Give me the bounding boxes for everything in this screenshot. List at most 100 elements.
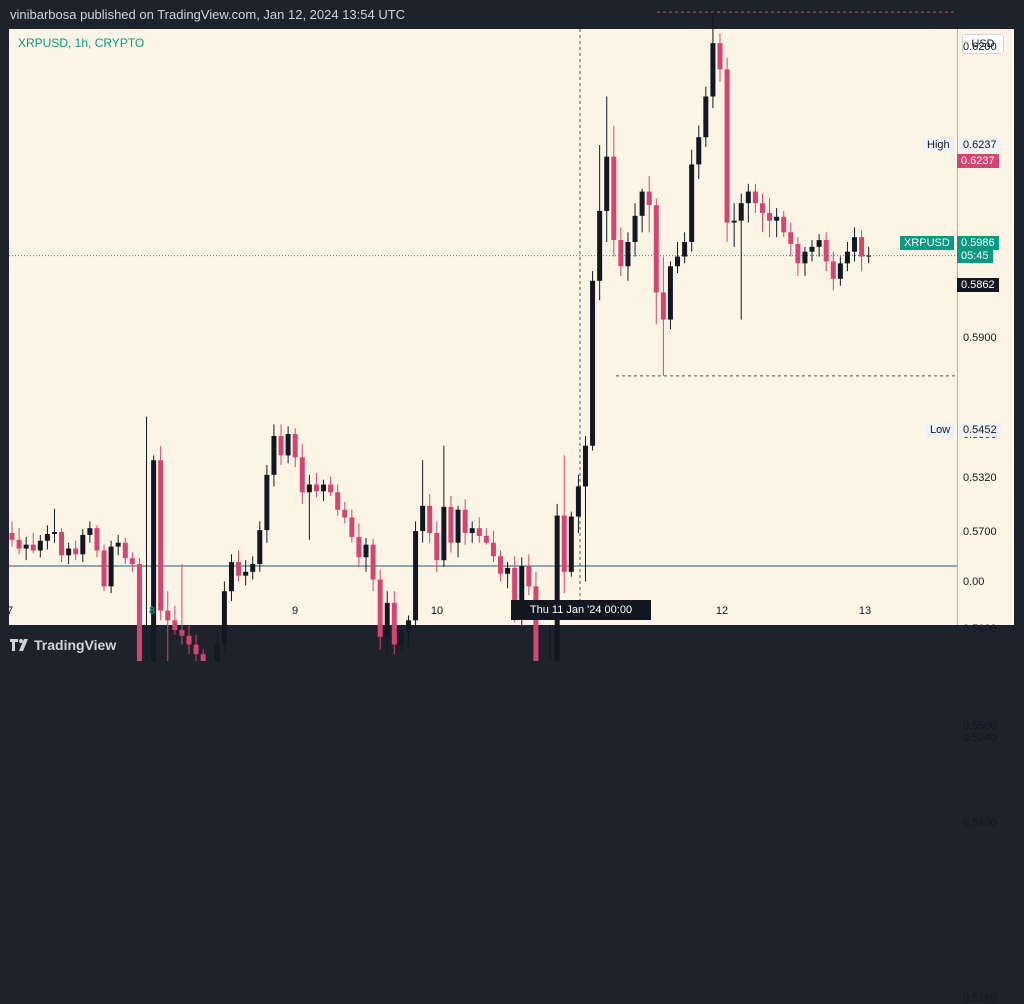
candle-body [370, 544, 376, 580]
candle-body [9, 533, 15, 540]
candle-body [788, 232, 794, 244]
candle-body [221, 591, 227, 645]
candle-body [724, 69, 730, 223]
candle-body [462, 509, 468, 533]
candle-body [476, 528, 482, 536]
candle-body [490, 542, 496, 557]
price-axis[interactable] [957, 29, 1014, 625]
candle-body [193, 644, 199, 655]
candle-body [23, 544, 29, 549]
price-tick-label: 0.6200 [963, 41, 997, 53]
candle-body [752, 191, 758, 204]
candle-body [16, 539, 22, 549]
candle-body [774, 216, 780, 221]
candle-body [483, 535, 489, 543]
candle-body [108, 546, 114, 587]
candle-body [30, 544, 36, 551]
candle-body [51, 532, 57, 534]
candle-body [427, 505, 433, 533]
candlestick-chart[interactable] [0, 0, 1024, 661]
chart-pane[interactable] [9, 29, 957, 625]
candle-body [568, 516, 574, 572]
price-tick-label: 0.5320 [963, 472, 997, 484]
currency-button[interactable]: USD [962, 34, 1004, 54]
candle-body [420, 505, 426, 532]
candle-body [689, 164, 695, 242]
candle-body [526, 565, 532, 587]
candle-body [172, 620, 178, 630]
candle-body [738, 203, 744, 221]
candle-body [759, 203, 765, 213]
candle-body [767, 212, 773, 221]
candle-body [37, 540, 43, 551]
time-tick-label: 12 [715, 605, 729, 617]
current-price-tag: 0.5986 [957, 236, 999, 250]
candle-body [165, 610, 171, 621]
time-tick-label: 13 [858, 605, 872, 617]
candle-body [264, 474, 270, 531]
candle-body [781, 216, 787, 233]
candle-body [866, 255, 872, 257]
candle-body [469, 528, 475, 533]
price-tick-label: 0.5160 [963, 992, 997, 1004]
candle-body [292, 434, 298, 458]
candle-body [597, 210, 603, 281]
candle-body [703, 96, 709, 138]
candle-body [625, 242, 631, 267]
countdown-tag: 05:45 [957, 249, 993, 263]
publish-bar: vinibarbosa published on TradingView.com… [0, 0, 1024, 30]
candle-body [639, 191, 645, 216]
candle-body [228, 562, 234, 592]
candle-body [136, 564, 142, 661]
price-tick-label: 0.5700 [963, 526, 997, 538]
candle-body [611, 156, 617, 241]
candle-body [321, 484, 327, 492]
high-label: High [923, 138, 954, 152]
candle-body [809, 246, 815, 252]
time-tick-label: 9 [291, 605, 299, 617]
candle-body [434, 533, 440, 561]
candle-body [710, 43, 716, 97]
candle-body [363, 544, 369, 558]
candle-body [590, 280, 596, 446]
candle-body [455, 509, 461, 543]
candle-body [554, 515, 560, 661]
candle-body [837, 263, 843, 279]
low-label: Low [926, 423, 955, 437]
candle-body [384, 602, 390, 637]
candle-body [94, 528, 100, 551]
candle-body [122, 542, 128, 559]
candle-body [519, 565, 525, 611]
candle-body [377, 579, 383, 637]
candle-body [675, 256, 681, 267]
candle-body [214, 644, 220, 661]
current-symbol-tag: XRPUSD [900, 236, 954, 250]
candle-body [306, 484, 312, 493]
price-tick-label: 0.5600 [963, 623, 997, 635]
candle-body [604, 156, 610, 211]
candle-body [582, 445, 588, 487]
candle-body [512, 567, 518, 611]
candle-body [278, 436, 284, 456]
tradingview-footer[interactable]: TradingView [10, 637, 116, 653]
candle-body [731, 220, 737, 223]
candle-body [717, 43, 723, 70]
candle-body [398, 631, 404, 645]
time-tick-label: 7 [6, 605, 14, 617]
crosshair-price-tag: 0.5862 [957, 278, 999, 292]
candle-body [257, 530, 263, 565]
candle-body [87, 528, 93, 535]
candle-body [59, 532, 65, 556]
candle-body [802, 251, 808, 264]
candle-body [328, 484, 334, 493]
indicator-zero-label: 0.00 [963, 576, 985, 588]
candle-body [859, 237, 865, 257]
candle-body [115, 542, 121, 547]
candle-body [44, 533, 50, 541]
candle-body [441, 506, 447, 561]
candle-body [823, 240, 829, 262]
candle-body [653, 205, 659, 293]
price-tick-label: 0.5400 [963, 817, 997, 829]
candle-body [561, 515, 567, 572]
published-text: vinibarbosa published on TradingView.com… [10, 7, 406, 22]
